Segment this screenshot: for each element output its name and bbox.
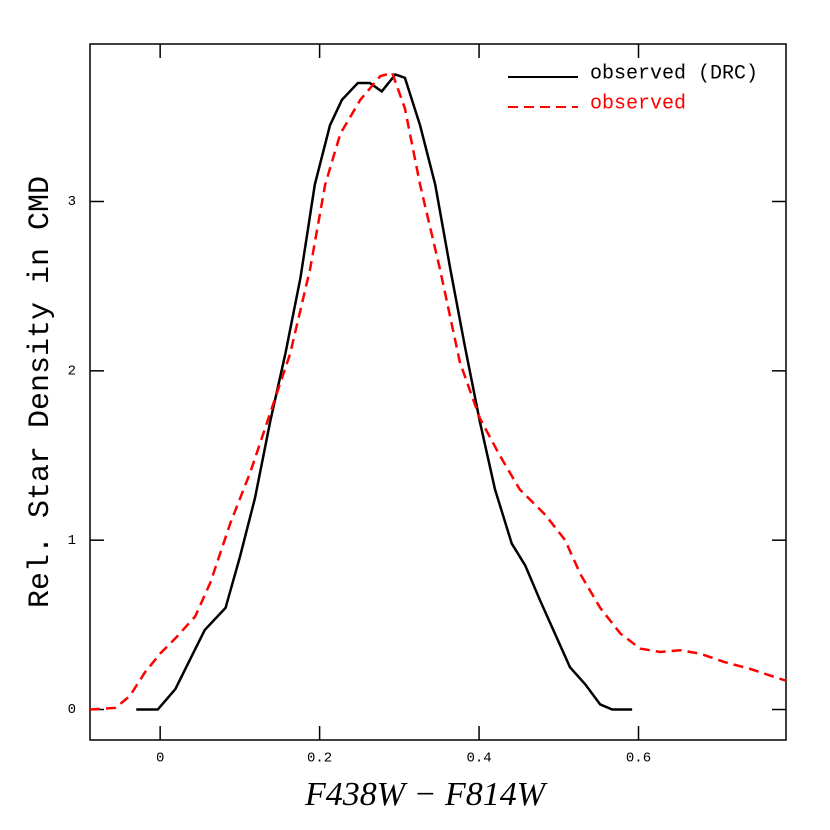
data-line	[89, 71, 787, 711]
legend-label: observed (DRC)	[590, 62, 758, 85]
y-axis-label: Rel. Star Density in CMD	[24, 176, 58, 608]
y-tick-label: 2	[68, 364, 76, 380]
legend-label: observed	[590, 92, 686, 115]
x-tick-label: 0	[156, 751, 164, 767]
x-axis-label: F438W − F814W	[304, 776, 548, 813]
x-tick-label: 0.2	[307, 751, 332, 767]
x-tick-label: 0.4	[466, 751, 491, 767]
y-tick-label: 1	[68, 533, 76, 549]
plot-frame	[89, 43, 787, 741]
data-line	[136, 73, 633, 711]
x-tick-label: 0.6	[626, 751, 651, 767]
y-tick-label: 3	[68, 194, 76, 210]
y-tick-label: 0	[68, 702, 76, 718]
